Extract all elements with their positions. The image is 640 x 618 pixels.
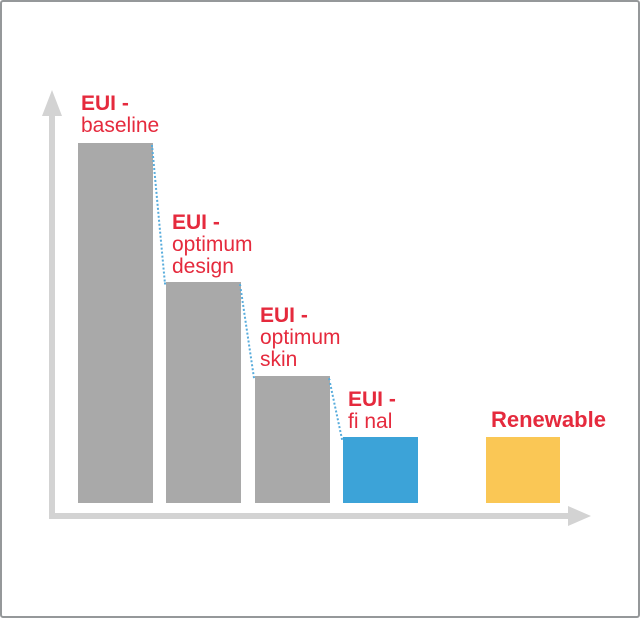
- label-eui-baseline: EUI - baseline: [81, 93, 159, 137]
- label-eui-final: EUI - fi nal: [348, 389, 396, 433]
- label-line: baseline: [81, 114, 160, 137]
- bar-renewable: [486, 437, 560, 503]
- connector-dotted-line: [151, 145, 167, 285]
- label-line: design: [172, 255, 234, 278]
- connector-dotted-line: [328, 378, 344, 441]
- label-line: skin: [260, 348, 298, 371]
- label-line: EUI -: [81, 92, 129, 115]
- bar-eui-final: [343, 437, 418, 503]
- y-axis-arrowhead-icon: [42, 90, 62, 116]
- label-eui-optimum-design: EUI - optimum design: [172, 212, 253, 278]
- label-line: Renewable: [491, 407, 606, 432]
- bar-eui-optimum-design: [166, 281, 241, 503]
- label-line: EUI -: [172, 211, 220, 234]
- label-line: optimum: [172, 233, 253, 256]
- label-line: EUI -: [260, 304, 308, 327]
- bar-eui-optimum-skin: [255, 375, 330, 503]
- label-line: fi nal: [348, 410, 393, 433]
- label-renewable: Renewable: [491, 409, 606, 431]
- connector-dotted-line: [239, 284, 255, 379]
- label-line: optimum: [260, 326, 341, 349]
- label-eui-optimum-skin: EUI - optimum skin: [260, 305, 341, 371]
- x-axis: [49, 513, 569, 519]
- y-axis: [49, 112, 55, 519]
- x-axis-arrowhead-icon: [568, 506, 591, 526]
- bar-eui-baseline: [78, 143, 153, 503]
- label-line: EUI -: [348, 388, 396, 411]
